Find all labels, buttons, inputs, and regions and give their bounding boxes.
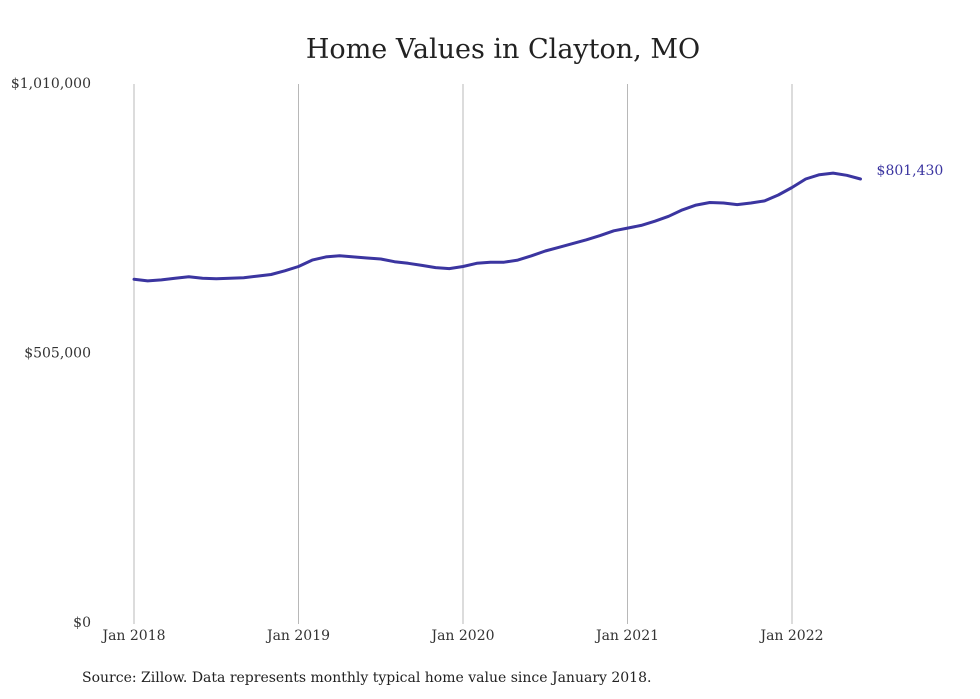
y-axis-ticks: $0 $505,000 $1,010,000 (11, 76, 91, 631)
y-tick-label: $505,000 (24, 346, 91, 362)
chart-title: Home Values in Clayton, MO (306, 34, 700, 65)
x-tick-label: Jan 2018 (100, 628, 165, 644)
x-tick-label: Jan 2019 (265, 628, 330, 644)
y-tick-label: $1,010,000 (11, 76, 91, 92)
y-tick-label: $0 (73, 615, 91, 631)
end-value-label: $801,430 (877, 163, 944, 179)
x-tick-label: Jan 2021 (594, 628, 659, 644)
x-tick-label: Jan 2022 (758, 628, 823, 644)
x-axis-ticks: Jan 2018 Jan 2019 Jan 2020 Jan 2021 Jan 2022 (100, 628, 823, 644)
series-line-home-value (132, 171, 862, 283)
source-note: Source: Zillow. Data represents monthly … (82, 670, 651, 686)
x-tick-label: Jan 2020 (429, 628, 494, 644)
gridlines (133, 84, 793, 624)
